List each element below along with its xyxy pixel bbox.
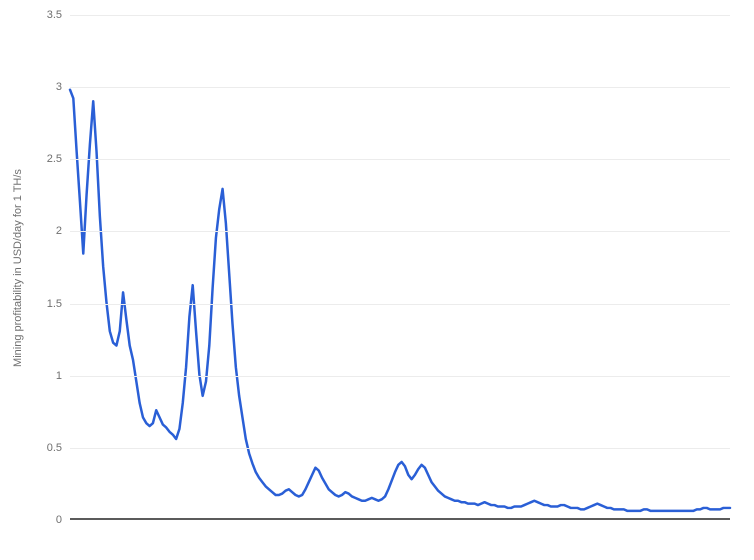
y-axis-label: Mining profitability in USD/day for 1 TH… xyxy=(12,169,24,367)
y-tick-label: 2 xyxy=(56,225,62,237)
y-tick-label: 0.5 xyxy=(47,442,62,454)
y-tick-label: 1 xyxy=(56,370,62,382)
chart-container: 00.511.522.533.5 xyxy=(70,15,730,520)
gridline xyxy=(70,231,730,232)
y-tick-label: 3.5 xyxy=(47,9,62,21)
gridline xyxy=(70,159,730,160)
gridline xyxy=(70,304,730,305)
gridline xyxy=(70,15,730,16)
gridline xyxy=(70,376,730,377)
line-chart-svg xyxy=(70,15,730,518)
y-tick-label: 2.5 xyxy=(47,153,62,165)
plot-area: 00.511.522.533.5 xyxy=(70,15,730,520)
gridline xyxy=(70,87,730,88)
y-tick-label: 1.5 xyxy=(47,298,62,310)
gridline xyxy=(70,448,730,449)
y-tick-label: 3 xyxy=(56,81,62,93)
y-tick-label: 0 xyxy=(56,514,62,526)
